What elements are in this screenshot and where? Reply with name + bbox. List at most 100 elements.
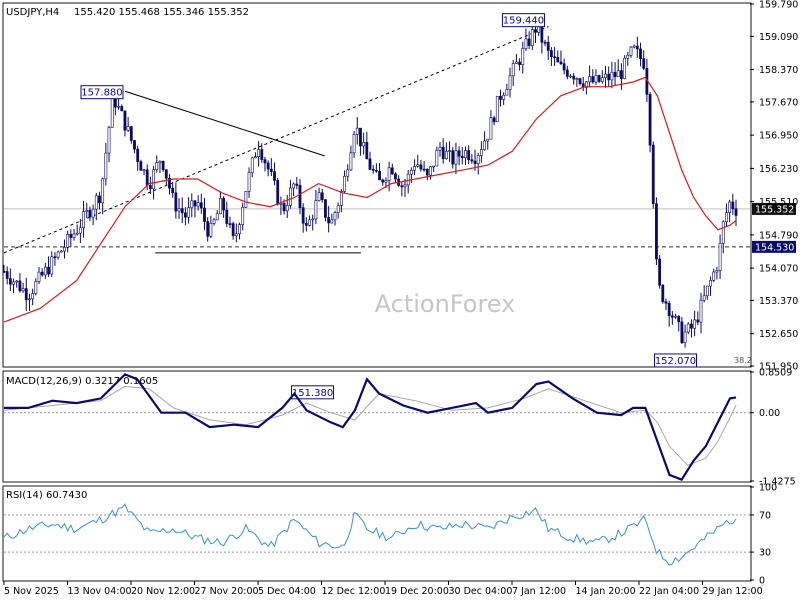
candle-body [508,75,512,90]
candle-body [550,50,553,58]
ohlc-header: 155.420 155.468 155.346 155.352 [74,7,249,18]
support-level-tag: 154.530 [755,242,794,253]
candle-body [514,61,518,64]
candle-body [575,78,579,80]
candle-body [66,234,70,248]
candle-body [199,202,203,209]
rsi-panel-frame [2,485,752,582]
candle-body [607,73,611,81]
candle-body [664,301,668,304]
candle-body [394,173,397,180]
candle-body [8,278,12,285]
candle-body [610,71,614,81]
candle-body [308,219,311,226]
candle-body [435,150,439,167]
candle-body [569,75,572,78]
candle-body [225,209,229,224]
candle-body [110,94,114,128]
candle-body [295,183,299,186]
price-tick-label: 158.370 [759,65,798,76]
candle-body [37,271,41,282]
candle-body [629,46,633,56]
macd-signal-line [3,385,737,466]
candle-body [250,157,254,173]
candle-body [454,150,458,165]
candle-body [355,127,359,135]
candle-body [495,95,499,123]
candle-body [53,256,57,259]
candle-body [238,224,241,235]
candle-body [91,208,95,218]
candle-body [98,195,101,204]
candle-body [674,315,677,318]
candle-body [196,202,200,207]
price-gridlines [4,208,750,248]
candle-body [651,144,655,204]
candle-body [639,48,642,59]
price-axis: 159.790 159.090 158.370 157.670 156.950 156.2… [750,0,798,373]
candle-body [301,207,305,224]
candle-body [505,89,509,96]
macd-label: MACD(12,26,9) 0.3217 0.1605 [6,376,158,387]
price-annotation-box [291,385,335,400]
rsi-tick-label: 100 [759,483,777,494]
candle-body [381,179,385,183]
candle-body [260,149,264,160]
time-tick-label: 27 Nov 20:00 [195,586,259,597]
candle-body [63,247,66,252]
rsi-tick-label: 0 [759,576,765,587]
candle-body [699,299,703,323]
candle-body [702,295,706,301]
time-tick-label: 5 Dec 04:00 [258,586,316,597]
time-tick-label: 22 Jan 04:00 [639,586,699,597]
candle-body [18,280,22,292]
candle-body [721,221,725,244]
candle-body [686,323,690,333]
current-price-tag-bg [752,202,796,215]
candle-body [244,191,248,208]
candle-body [72,233,76,238]
candle-body [222,198,226,211]
candle-body [553,56,556,59]
price-annotation-label: 152.070 [655,356,696,367]
candle-body [336,205,340,213]
candle-body [107,127,111,154]
candle-body [365,142,369,160]
candle-body [518,61,521,65]
candle-body [556,57,560,63]
time-axis: 5 Nov 2025 13 Nov 04:00 20 Nov 12:00 27 Nov… [3,581,763,597]
candle-body [604,73,607,79]
candle-body [136,148,140,162]
candle-body [359,127,362,147]
candle-body [444,150,448,159]
candle-body [171,187,175,194]
candle-body [486,138,490,142]
candle-body [123,110,127,131]
candle-body [346,169,350,177]
candle-body [683,331,687,343]
candle-body [180,208,184,214]
candle-body [534,29,537,33]
candle-body [696,319,700,323]
time-tick-label: 29 Jan 12:00 [703,586,763,597]
candle-body [133,140,136,150]
candle-body [438,146,442,151]
candle-body [578,78,582,84]
moving-average [3,76,737,323]
candle-body [441,146,445,159]
candle-body [126,126,130,131]
price-annotation-label: 159.440 [503,16,544,27]
candle-body [269,168,273,172]
candle-body [540,24,544,43]
macd-panel-frame [2,370,752,483]
candle-body [314,200,318,220]
candle-body [184,212,187,218]
candle-body [709,280,712,287]
candle-body [530,29,534,46]
candle-body [164,169,168,179]
candle-body [330,219,334,224]
candle-body [425,169,429,176]
macd-tick-label: -1.4275 [759,477,796,488]
